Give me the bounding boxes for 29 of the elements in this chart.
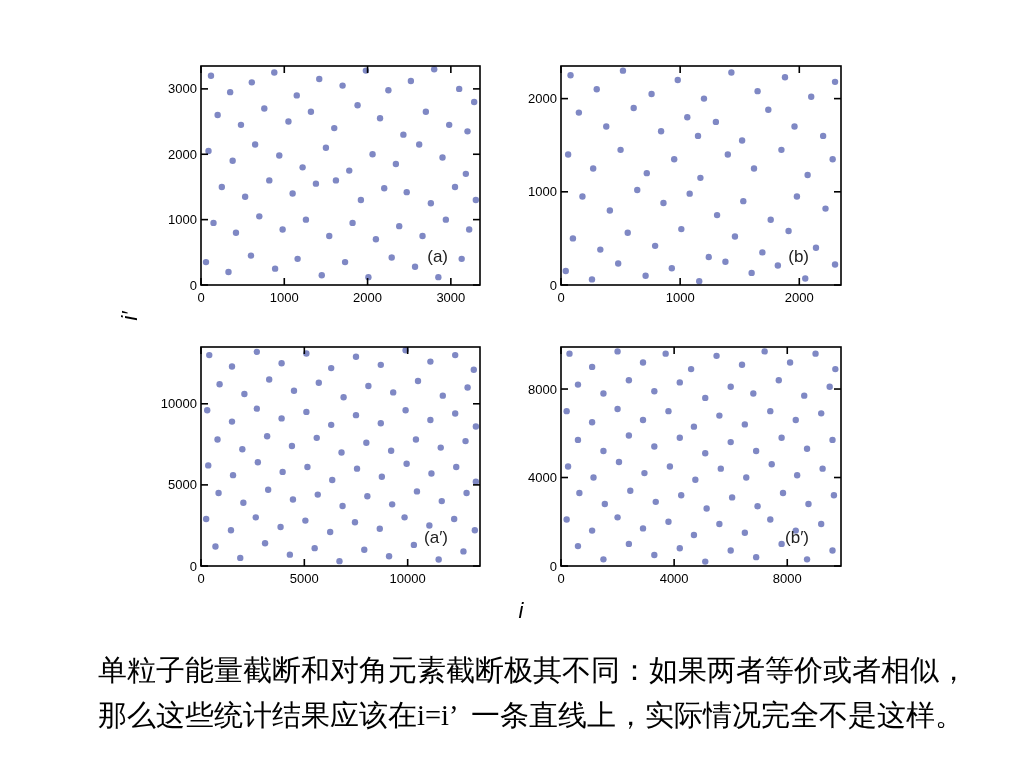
- text: 单粒子能量截断和对角元素截断极其不同：如果两者等价或者相似，那么这些统计结果应该在i=i’ 一条直线上，实际情况完全不是这样。: [98, 655, 968, 731]
- text: (a′): [424, 528, 448, 547]
- y-tick-label: 1000: [528, 184, 557, 200]
- y-tick-label: 10000: [160, 396, 197, 412]
- text: (a): [427, 247, 448, 266]
- y-tick-label: 2000: [528, 91, 557, 107]
- x-tick-label: 10000: [389, 571, 426, 586]
- y-tick-label: 0: [549, 558, 557, 574]
- x-tick-label: 1000: [665, 290, 695, 305]
- y-axis-title: i′: [117, 310, 142, 321]
- y-tick-label: 0: [549, 277, 557, 293]
- x-tick-label: 1000: [269, 290, 299, 305]
- x-tick-label: 8000: [772, 571, 802, 586]
- x-tick-label: 4000: [659, 571, 689, 586]
- y-tick-label: 5000: [168, 477, 197, 493]
- x-tick-label: 2000: [784, 290, 814, 305]
- text: (b′): [785, 528, 809, 547]
- y-tick-label: 1000: [168, 212, 197, 228]
- y-tick-label: 8000: [528, 381, 557, 397]
- x-tick-label: 5000: [289, 571, 319, 586]
- y-tick-label: 3000: [168, 81, 197, 97]
- y-tick-label: 0: [189, 558, 197, 574]
- text: (b): [788, 247, 809, 266]
- y-tick-label: 4000: [528, 470, 557, 486]
- x-axis-title: i: [518, 598, 525, 623]
- y-tick-label: 2000: [168, 146, 197, 162]
- x-tick-label: 3000: [436, 290, 466, 305]
- x-tick-label: 2000: [353, 290, 383, 305]
- y-tick-label: 0: [189, 277, 197, 293]
